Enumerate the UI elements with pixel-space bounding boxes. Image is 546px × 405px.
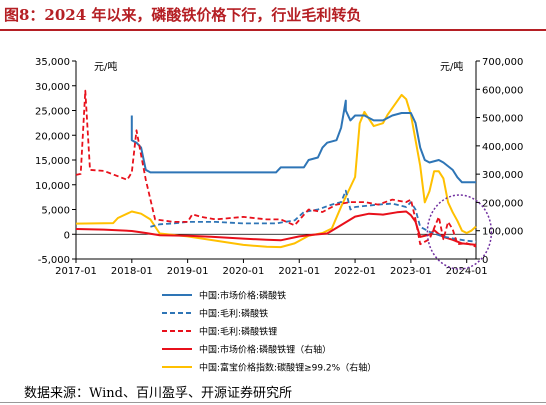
title-divider	[0, 29, 546, 31]
left-tick-label: 0	[64, 230, 70, 241]
left-unit-label: 元/吨	[94, 60, 117, 73]
legend-item-red-lfp-price: 中国:市场价格:磷酸铁锂（右轴）	[162, 344, 331, 356]
left-tick-label: 25,000	[35, 107, 70, 118]
legend-label: 中国:市场价格:磷酸铁	[199, 290, 286, 302]
legend-item-blue-price: 中国:市场价格:磷酸铁	[162, 290, 286, 302]
blue-price-line	[130, 99, 476, 184]
legend-item-blue-margin: 中国:毛利:磷酸铁	[162, 308, 268, 320]
right-tick-label: 100,000	[482, 227, 523, 238]
legend-label: 中国:富宝价格指数:碳酸锂≥99.2%（右轴）	[199, 362, 376, 374]
right-tick-label: 700,000	[482, 57, 523, 68]
x-tick-label: 2020-01	[223, 266, 265, 277]
left-tick-label: -5,000	[38, 255, 70, 266]
right-tick-label: 600,000	[482, 85, 523, 96]
right-tick-label: 500,000	[482, 114, 523, 125]
right-tick-label: 400,000	[482, 142, 523, 153]
left-tick-label: 20,000	[35, 131, 70, 142]
x-tick-label: 2023-01	[390, 266, 432, 277]
right-tick-label: 300,000	[482, 170, 523, 181]
x-tick-label: 2018-01	[111, 266, 153, 277]
x-tick-label: 2022-01	[334, 266, 376, 277]
x-tick-label: 2019-01	[167, 266, 209, 277]
right-tick-label: 0	[482, 255, 488, 266]
right-tick-label: 200,000	[482, 198, 523, 209]
left-tick-label: 10,000	[35, 181, 70, 192]
x-tick-label: 2017-01	[55, 266, 97, 277]
legend-label: 中国:市场价格:磷酸铁锂（右轴）	[199, 344, 331, 356]
bottom-divider	[0, 402, 546, 403]
left-tick-label: 35,000	[35, 57, 70, 68]
left-tick-label: 5,000	[41, 206, 70, 217]
legend-item-yellow-index: 中国:富宝价格指数:碳酸锂≥99.2%（右轴）	[162, 362, 376, 374]
legend-item-red-margin: 中国:毛利:磷酸铁锂	[162, 326, 277, 338]
figure-title: 图8：2024 年以来，磷酸铁价格下行，行业毛利转负	[4, 6, 362, 24]
x-tick-label: 2021-01	[278, 266, 320, 277]
blue-margin-dashed-line	[150, 189, 477, 243]
chart-area: 35,000 30,000 25,000 20,000 15,000 10,000 5,00…	[35, 57, 523, 374]
left-tick-label: 15,000	[35, 156, 70, 167]
legend-label: 中国:毛利:磷酸铁	[199, 308, 268, 320]
left-tick-label: 30,000	[35, 82, 70, 93]
highlight-circle	[426, 194, 493, 270]
right-unit-label: 元/吨	[440, 60, 463, 73]
legend-label: 中国:毛利:磷酸铁锂	[199, 326, 277, 338]
x-tick-label: 2024-01	[446, 266, 488, 277]
red-lfp-price-line	[75, 210, 477, 246]
source-note: 数据来源：Wind、百川盈孚、开源证券研究所	[24, 386, 292, 401]
